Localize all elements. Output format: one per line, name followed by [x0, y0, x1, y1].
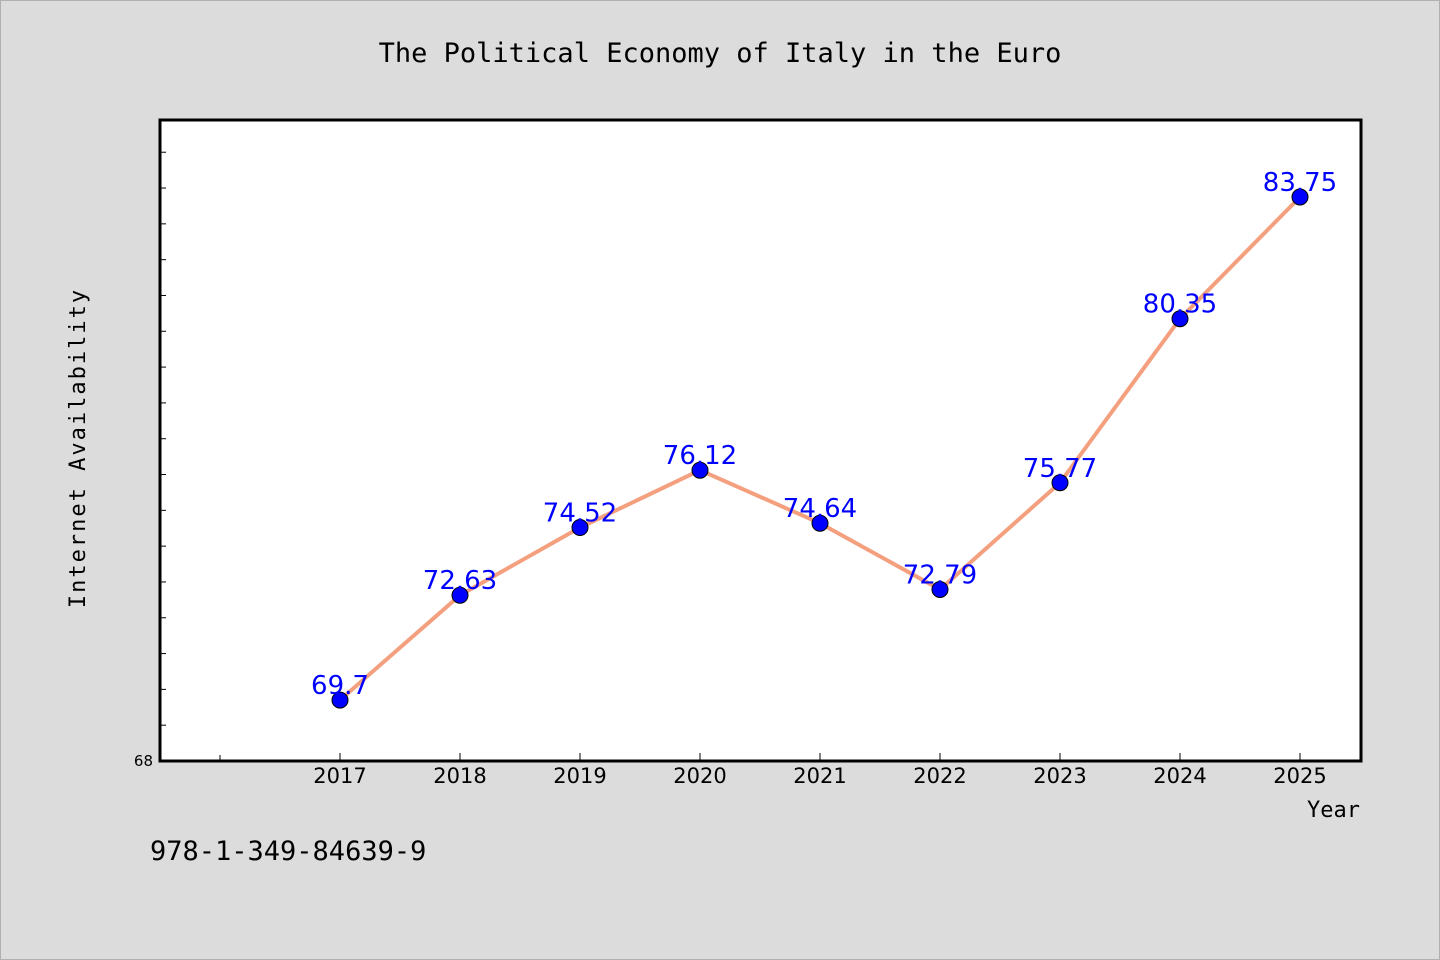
data-point-2021 — [811, 514, 829, 532]
data-label-2022: 72.79 — [903, 560, 977, 590]
data-label-2021: 74.64 — [783, 494, 857, 524]
x-tick-label-2022: 2022 — [913, 764, 966, 788]
data-label-2019: 74.52 — [543, 499, 617, 529]
x-axis-label: Year — [1307, 798, 1360, 823]
chart-title: The Political Economy of Italy in the Eu… — [379, 38, 1062, 69]
data-point-2019 — [571, 519, 589, 537]
isbn-text: 978-1-349-84639-9 — [150, 836, 427, 867]
plot-area — [158, 118, 1363, 763]
x-tick-labels: 2017 2018 2019 2020 2021 2022 2023 2024 2025 — [313, 764, 1326, 788]
data-point-2018 — [451, 586, 469, 604]
data-point-2023 — [1051, 474, 1069, 492]
data-point-2020 — [691, 461, 709, 479]
x-tick-label-2018: 2018 — [433, 764, 486, 788]
x-tick-label-2024: 2024 — [1153, 764, 1206, 788]
x-tick-label-2017: 2017 — [313, 764, 366, 788]
data-label-2018: 72.63 — [423, 566, 497, 596]
data-point-2025 — [1291, 188, 1309, 206]
data-point-2017 — [331, 691, 349, 709]
data-point-2022 — [931, 580, 949, 598]
data-label-2025: 83.75 — [1263, 168, 1337, 198]
data-label-2017: 69.7 — [311, 671, 369, 701]
y-axis-ticks — [160, 151, 166, 726]
data-label-2024: 80.35 — [1143, 290, 1217, 320]
data-point-2024 — [1171, 310, 1189, 328]
x-tick-label-2020: 2020 — [673, 764, 726, 788]
x-tick-label-2023: 2023 — [1033, 764, 1086, 788]
y-axis-label: Internet Availability — [66, 288, 91, 608]
x-tick-label-2019: 2019 — [553, 764, 606, 788]
x-tick-label-2025: 2025 — [1273, 764, 1326, 788]
data-label-2020: 76.12 — [663, 441, 737, 471]
y-tick-label-68: 68 — [134, 752, 153, 770]
x-axis-ticks — [219, 753, 1301, 761]
x-tick-label-2021: 2021 — [793, 764, 846, 788]
series-line-group: 69.7 72.63 74.52 76.12 74.64 72.79 75.77 80.35 8… — [311, 168, 1337, 709]
data-label-2023: 75.77 — [1023, 454, 1097, 484]
